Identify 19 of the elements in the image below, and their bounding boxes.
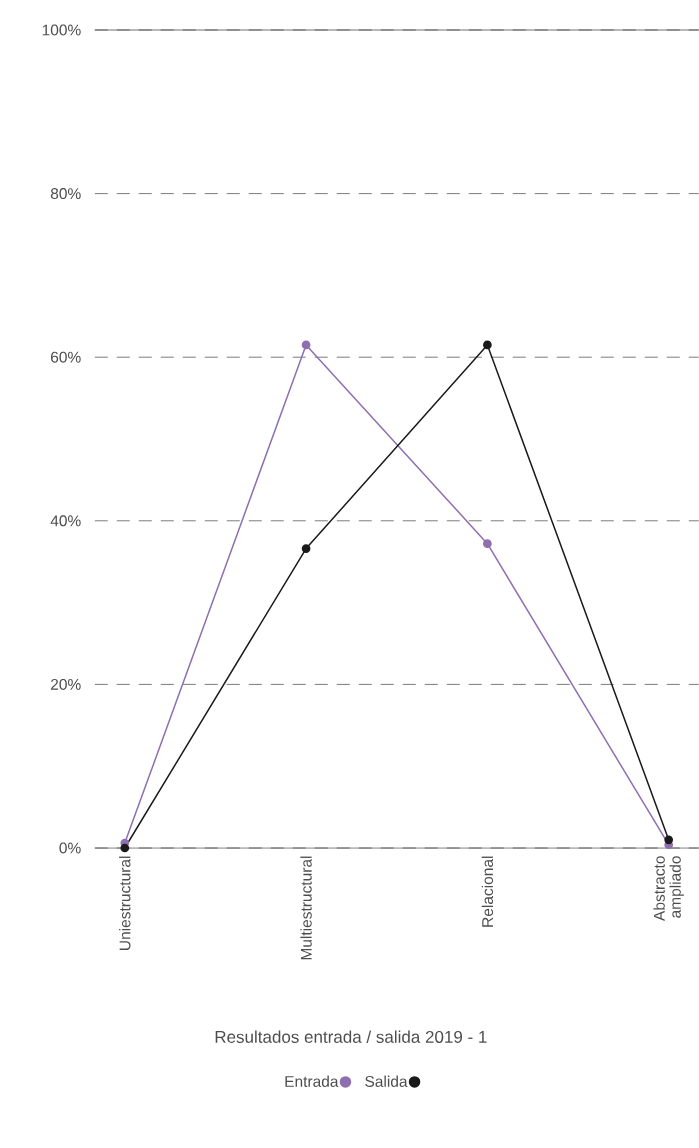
x-tick-label: Multiestructural bbox=[300, 856, 312, 960]
text: Resultados entrada / salida 2019 - 1 bbox=[215, 1030, 487, 1043]
y-tick-label: 0% bbox=[59, 842, 81, 854]
legend-label: Salida bbox=[365, 1075, 408, 1087]
x-tick-label: Abstracto ampliado bbox=[653, 856, 684, 921]
point bbox=[301, 340, 311, 350]
y-tick-label: 40% bbox=[50, 515, 81, 527]
point bbox=[120, 843, 130, 853]
legend-label: Entrada bbox=[285, 1075, 339, 1087]
y-tick-label: 20% bbox=[50, 678, 81, 690]
y-tick-label: 60% bbox=[50, 351, 81, 363]
y-tick-label: 100% bbox=[42, 24, 81, 36]
point bbox=[482, 340, 492, 350]
point bbox=[301, 544, 311, 553]
x-tick-label: Uniestructural bbox=[119, 856, 131, 950]
point bbox=[482, 539, 492, 549]
point bbox=[664, 835, 673, 845]
x-tick-label: Relacional bbox=[481, 856, 493, 927]
y-tick-label: 80% bbox=[50, 188, 81, 200]
